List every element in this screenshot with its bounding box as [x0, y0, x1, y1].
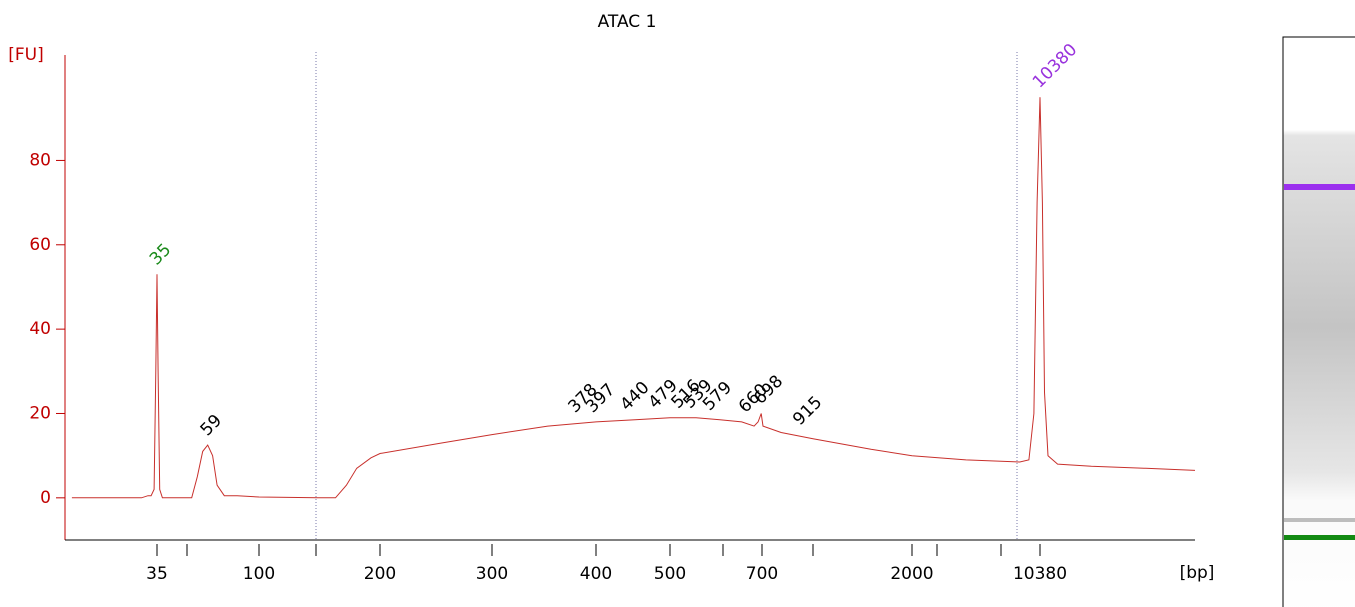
y-tick-label: 20: [29, 403, 51, 423]
x-tick-label: 200: [364, 564, 396, 584]
y-axis-label: [FU]: [8, 45, 44, 65]
gel-band: [1284, 535, 1355, 540]
chart-title: ATAC 1: [598, 12, 657, 32]
gel-lane: [1282, 36, 1355, 607]
x-tick-label: 100: [243, 564, 275, 584]
peak-label: 10380: [1029, 40, 1081, 92]
gel-band: [1284, 184, 1355, 190]
x-axis-label: [bp]: [1180, 563, 1215, 583]
y-tick-label: 0: [40, 488, 51, 508]
x-tick-label: 700: [746, 564, 778, 584]
x-tick-label: 2000: [890, 564, 933, 584]
y-tick-label: 40: [29, 319, 51, 339]
x-tick-label: 500: [654, 564, 686, 584]
y-tick-label: 80: [29, 150, 51, 170]
gel-band: [1284, 518, 1355, 522]
peak-label: 35: [146, 240, 175, 269]
x-tick-label: 35: [146, 564, 168, 584]
x-tick-label: 10380: [1013, 564, 1067, 584]
gel-image: [1282, 36, 1355, 607]
peak-label: 915: [789, 393, 826, 430]
trace: [71, 97, 1196, 499]
peak-label: 59: [197, 411, 226, 440]
x-tick-label: 300: [476, 564, 508, 584]
y-tick-label: 60: [29, 235, 51, 255]
x-tick-label: 400: [580, 564, 612, 584]
